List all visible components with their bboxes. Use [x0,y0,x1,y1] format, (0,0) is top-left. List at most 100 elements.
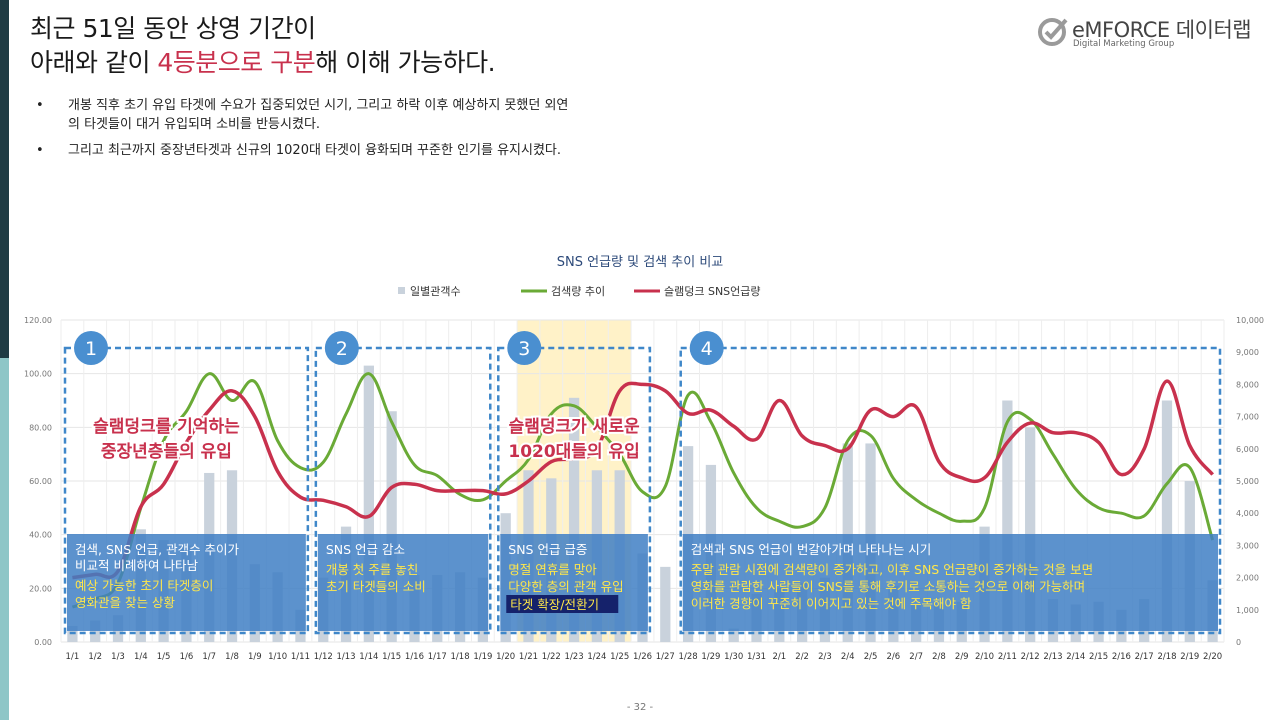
legend-label-sns: 슬램덩크 SNS언급량 [664,285,761,298]
right-axis-tick: 5,000 [1236,477,1259,486]
x-axis-tick: 1/14 [359,652,378,662]
bar [1002,400,1013,642]
section-number: 3 [518,338,530,360]
x-axis-tick: 1/15 [382,652,401,662]
x-axis-tick: 2/14 [1066,652,1085,662]
x-axis-tick: 1/1 [66,652,80,662]
x-axis-tick: 2/12 [1021,652,1040,662]
section-number-badge [507,331,542,365]
page-title: 최근 51일 동안 상영 기간이 아래와 같이 4등분으로 구분해 이해 가능하… [30,12,496,80]
section-number: 2 [336,338,348,360]
chart-legend: 일별관객수 검색량 추이 슬램덩크 SNS언급량 [398,284,761,298]
x-axis-tick: 2/20 [1203,652,1222,662]
section-border [679,346,1222,635]
section-number: 4 [701,338,713,360]
x-axis-tick: 2/7 [909,652,923,662]
x-axis-tick: 2/1 [772,652,786,662]
section-overlay-text: 1020대들의 유입 [508,442,639,462]
bullet-item-2: 그리고 최근까지 중장년타겟과 신규의 1020대 타겟이 융화되며 꾸준한 인… [36,141,756,160]
left-axis-tick: 0.00 [34,638,52,647]
x-axis-tick: 1/21 [519,652,538,662]
title-highlight-2: 구분 [270,48,316,77]
x-axis-tick: 2/18 [1157,652,1176,662]
x-axis-tick: 2/10 [975,652,994,662]
section-number: 1 [85,338,97,360]
x-axis-tick: 2/19 [1180,652,1199,662]
x-axis-tick: 2/17 [1135,652,1154,662]
x-axis-tick: 2/11 [998,652,1017,662]
panel-summary-text: 검색, SNS 언급, 관객수 추이가 [75,542,240,557]
x-axis-tick: 1/25 [610,652,629,662]
bar [568,397,580,642]
panel-tag-bg [506,595,619,613]
x-axis-tick: 1/12 [314,652,333,662]
panel-insight-text: 이러한 경향이 꾸준히 이어지고 있는 것에 주목해야 함 [691,596,972,611]
panel-summary-text: 검색과 SNS 언급이 번갈아가며 나타나는 시기 [691,542,932,557]
side-accent-bottom [0,358,9,720]
panel-insight-text: 영화를 관람한 사람들이 SNS를 통해 후기로 소통하는 것으로 이해 가능하… [691,579,1085,594]
right-axis-tick: 0 [1236,638,1241,647]
panel-summary-text: SNS 언급 감소 [326,542,405,557]
left-axis-tick: 120.00 [24,316,52,325]
bar [90,620,101,642]
x-axis-tick: 2/9 [955,652,969,662]
left-axis-tick: 20.00 [29,584,52,593]
x-axis-tick: 1/6 [180,652,194,662]
section-overlay-text: 슬램덩크가 새로운 [509,417,640,437]
section-border [497,346,652,635]
x-axis-tick: 1/2 [88,652,102,662]
bar [1161,400,1173,642]
panel-insight-text: 개봉 첫 주를 놓친 [326,562,418,577]
panel-summary-text: SNS 언급 급증 [508,542,587,557]
chart-title: SNS 언급량 및 검색 추이 비교 [557,255,724,270]
left-axis-tick: 60.00 [29,477,52,486]
left-axis-ticks: 0.00 20.00 40.00 60.00 80.00 100.00 120.00 [24,316,52,647]
section-overlay-text: 중장년층들의 유입 [101,442,232,462]
x-axis-tick: 1/22 [542,652,561,662]
x-axis-tick: 1/4 [134,652,148,662]
bar [363,365,374,642]
x-axis-tick: 1/11 [291,652,310,662]
panel-insight-text: 명절 연휴를 맞아 [508,562,597,577]
panel-insight-text: 주말 관람 시점에 검색량이 증가하고, 이후 SNS 언급량이 증가하는 것을… [691,562,1093,577]
panel-insight-text: 영화관을 찾는 상황 [75,595,175,610]
section-overlay-text: 슬램덩크를 기억하는 [93,417,240,437]
right-axis-tick: 2,000 [1236,574,1259,583]
right-axis-ticks: 0 1,000 2,000 3,000 4,000 5,000 6,000 7,000 8,00… [1236,316,1264,647]
x-axis-tick: 2/6 [886,652,900,662]
panel-insight-text: 예상 가능한 초기 타겟층이 [75,578,213,593]
x-axis-tick: 2/2 [795,652,809,662]
page-number: - 32 - [626,702,654,713]
section-number-badge [324,331,359,365]
x-axis-tick: 1/19 [473,652,492,662]
section-number-badge [74,331,108,365]
section-number-badge [689,331,724,365]
title-line-2: 아래와 같이 4등분으로 구분해 이해 가능하다. [30,46,496,80]
x-axis-tick: 1/20 [496,652,515,662]
logo-check-icon [1038,18,1068,46]
right-axis-tick: 1,000 [1236,606,1259,615]
x-axis-tick: 2/5 [864,652,878,662]
right-axis-tick: 8,000 [1236,380,1259,389]
right-axis-tick: 3,000 [1236,541,1259,550]
logo-subtitle: Digital Marketing Group [1073,39,1175,49]
x-axis-ticks: 1/1 1/2 1/3 1/4 1/5 1/6 1/7 1/8 1/9 1/10 1/11 1/12 1… [66,652,1223,662]
right-axis-tick: 4,000 [1236,509,1259,518]
title-line-1: 최근 51일 동안 상영 기간이 [30,14,316,43]
right-axis-tick: 9,000 [1236,348,1259,357]
x-axis-tick: 1/17 [428,652,447,662]
x-axis-tick: 1/30 [724,652,743,662]
panel-insight-text: 다양한 층의 관객 유입 [508,579,623,594]
x-axis-tick: 1/10 [268,652,287,662]
x-axis-tick: 1/16 [405,652,424,662]
bar [660,566,671,642]
x-axis-tick: 1/3 [111,652,125,662]
right-axis-tick: 10,000 [1236,316,1264,325]
x-axis-tick: 2/13 [1043,652,1062,662]
panel-tag-text: 타겟 확장/전환기 [510,597,599,612]
section-panel [682,534,1218,631]
